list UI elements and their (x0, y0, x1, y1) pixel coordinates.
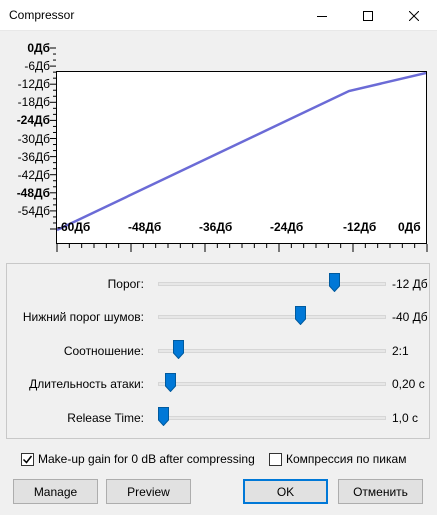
noise-floor-slider-track[interactable] (158, 315, 386, 319)
release-time-slider-thumb[interactable] (158, 407, 169, 426)
makeup-gain-label: Make-up gain for 0 dB after compressing (38, 452, 255, 466)
ratio-slider-track[interactable] (158, 349, 386, 353)
noise-floor-label: Нижний порог шумов: (22, 310, 144, 324)
peak-compression-checkbox[interactable] (269, 452, 282, 466)
cancel-button[interactable]: Отменить (338, 479, 423, 504)
ratio-label: Соотношение: (63, 344, 144, 358)
y-axis-tick-label: -6Дб (24, 59, 50, 74)
attack-time-slider-track[interactable] (158, 382, 386, 386)
makeup-gain-checkbox[interactable] (21, 452, 34, 466)
window-title: Compressor (9, 8, 75, 22)
attack-time-slider-ticks (158, 389, 386, 392)
release-time-slider-track[interactable] (158, 416, 386, 420)
makeup-gain-option[interactable]: Make-up gain for 0 dB after compressing (21, 452, 255, 466)
ratio-slider-ticks (158, 356, 386, 359)
threshold-slider-thumb[interactable] (329, 273, 341, 292)
minimize-button[interactable] (299, 0, 345, 31)
close-button[interactable] (391, 0, 437, 31)
y-axis-tick-label: -12Дб (17, 77, 50, 92)
ratio-slider-thumb[interactable] (173, 340, 185, 359)
maximize-icon (363, 10, 373, 21)
x-axis-tick-label: -36Дб (199, 220, 233, 234)
close-icon (409, 10, 419, 21)
x-axis-tick-label: -24Дб (270, 220, 304, 234)
y-axis-tick-label: -48Дб (16, 185, 50, 200)
y-axis-tick-label: -18Дб (17, 95, 50, 110)
attack-time-label: Длительность атаки: (29, 377, 144, 391)
transfer-curve-plot (56, 71, 427, 244)
ok-button[interactable]: OK (243, 479, 328, 504)
release-time-slider-ticks (158, 423, 386, 426)
transfer-curve-line (57, 72, 426, 232)
x-axis-ticks (56, 244, 428, 252)
y-axis-tick-label: -42Дб (17, 167, 50, 182)
settings-panel: Порог: -12 Дб Нижний порог шумов: -40 Дб… (6, 263, 430, 439)
attack-time-slider-thumb[interactable] (164, 373, 176, 392)
compressor-graph-panel: 0Дб -6Дб -12Дб -18Дб -24Дб -30Дб -36Дб -42Дб -48… (0, 31, 437, 253)
noise-floor-slider-thumb[interactable] (294, 306, 306, 325)
x-axis-tick-label: -60Дб (57, 220, 91, 234)
threshold-label: Порог: (107, 277, 144, 291)
threshold-slider-track[interactable] (158, 282, 386, 286)
y-axis-ticks (50, 47, 56, 230)
x-axis-tick-label: -48Дб (128, 220, 162, 234)
x-axis-tick-label: 0Дб (398, 220, 421, 234)
maximize-button[interactable] (345, 0, 391, 31)
attack-time-value: 0,20 с (392, 377, 425, 391)
ratio-value: 2:1 (392, 344, 409, 358)
y-axis-tick-label: -30Дб (17, 131, 50, 146)
y-axis-tick-label: 0Дб (27, 41, 50, 55)
y-axis-tick-label: -36Дб (17, 149, 50, 164)
peak-compression-option[interactable]: Компрессия по пикам (269, 452, 406, 466)
release-time-label: Release Time: (67, 411, 144, 425)
manage-button[interactable]: Manage (13, 479, 98, 504)
threshold-value: -12 Дб (392, 277, 428, 291)
noise-floor-slider-ticks (158, 322, 386, 325)
noise-floor-value: -40 Дб (392, 310, 428, 324)
peak-compression-label: Компрессия по пикам (286, 452, 407, 466)
title-bar: Compressor (0, 0, 437, 31)
checkmark-icon (22, 455, 33, 464)
x-axis-tick-label: -12Дб (343, 220, 377, 234)
y-axis-tick-label: -54Дб (17, 203, 50, 218)
y-axis-tick-label: -24Дб (16, 113, 50, 128)
threshold-slider-ticks (158, 289, 386, 292)
release-time-value: 1,0 с (392, 411, 419, 425)
minimize-icon (317, 15, 327, 17)
preview-button[interactable]: Preview (106, 479, 191, 504)
